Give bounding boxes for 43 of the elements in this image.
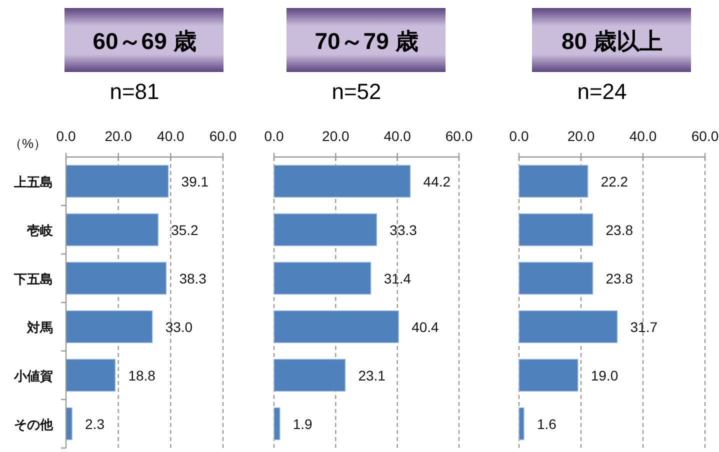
data-label: 2.3 bbox=[85, 416, 105, 432]
data-label: 33.3 bbox=[390, 222, 418, 238]
x-tick-label: 40.0 bbox=[629, 128, 657, 144]
data-label: 18.8 bbox=[128, 367, 156, 384]
y-tick-label: 上五島 bbox=[13, 174, 53, 190]
data-label: 40.4 bbox=[412, 318, 440, 335]
data-label: 22.2 bbox=[600, 173, 628, 190]
data-label: 35.2 bbox=[171, 222, 199, 238]
chart-title: 70～79 歳 bbox=[314, 28, 418, 54]
data-label: 23.8 bbox=[606, 270, 634, 286]
x-tick-label: 0.0 bbox=[509, 128, 529, 144]
x-tick-label: 40.0 bbox=[384, 128, 412, 144]
data-label: 23.8 bbox=[606, 222, 634, 238]
data-label: 33.0 bbox=[165, 318, 193, 335]
x-tick-label: 60.0 bbox=[691, 128, 719, 144]
data-label: 31.7 bbox=[630, 318, 658, 335]
chart-title: 60～69 歳 bbox=[92, 28, 196, 54]
data-label: 44.2 bbox=[423, 173, 451, 190]
data-label: 39.1 bbox=[181, 173, 209, 190]
y-tick-label: 対馬 bbox=[26, 320, 53, 335]
data-label: 31.4 bbox=[384, 270, 412, 286]
data-label: 19.0 bbox=[590, 367, 618, 384]
data-label: 1.6 bbox=[536, 416, 557, 432]
chart-subtitle: n=52 bbox=[332, 79, 382, 104]
chart-subtitle: n=24 bbox=[577, 79, 627, 104]
x-tick-label: 0.0 bbox=[56, 128, 76, 144]
x-tick-label: 40.0 bbox=[157, 128, 185, 144]
x-tick-label: 20.0 bbox=[567, 128, 595, 144]
y-tick-label: 下五島 bbox=[13, 271, 53, 286]
chart-title: 80 歳以上 bbox=[562, 28, 662, 54]
x-axis-title: （%） bbox=[9, 136, 47, 151]
data-label: 38.3 bbox=[179, 270, 207, 286]
chart-subtitle: n=81 bbox=[110, 79, 160, 104]
data-label: 1.9 bbox=[292, 416, 313, 432]
x-tick-label: 20.0 bbox=[104, 128, 132, 144]
y-tick-label: 小値賀 bbox=[13, 368, 53, 384]
x-tick-label: 0.0 bbox=[264, 128, 284, 144]
x-tick-label: 60.0 bbox=[445, 128, 473, 144]
y-tick-label: その他 bbox=[14, 416, 54, 432]
x-tick-label: 60.0 bbox=[209, 128, 237, 144]
data-label: 23.1 bbox=[358, 367, 386, 384]
x-tick-label: 20.0 bbox=[322, 128, 350, 144]
y-tick-label: 壱岐 bbox=[27, 222, 54, 238]
